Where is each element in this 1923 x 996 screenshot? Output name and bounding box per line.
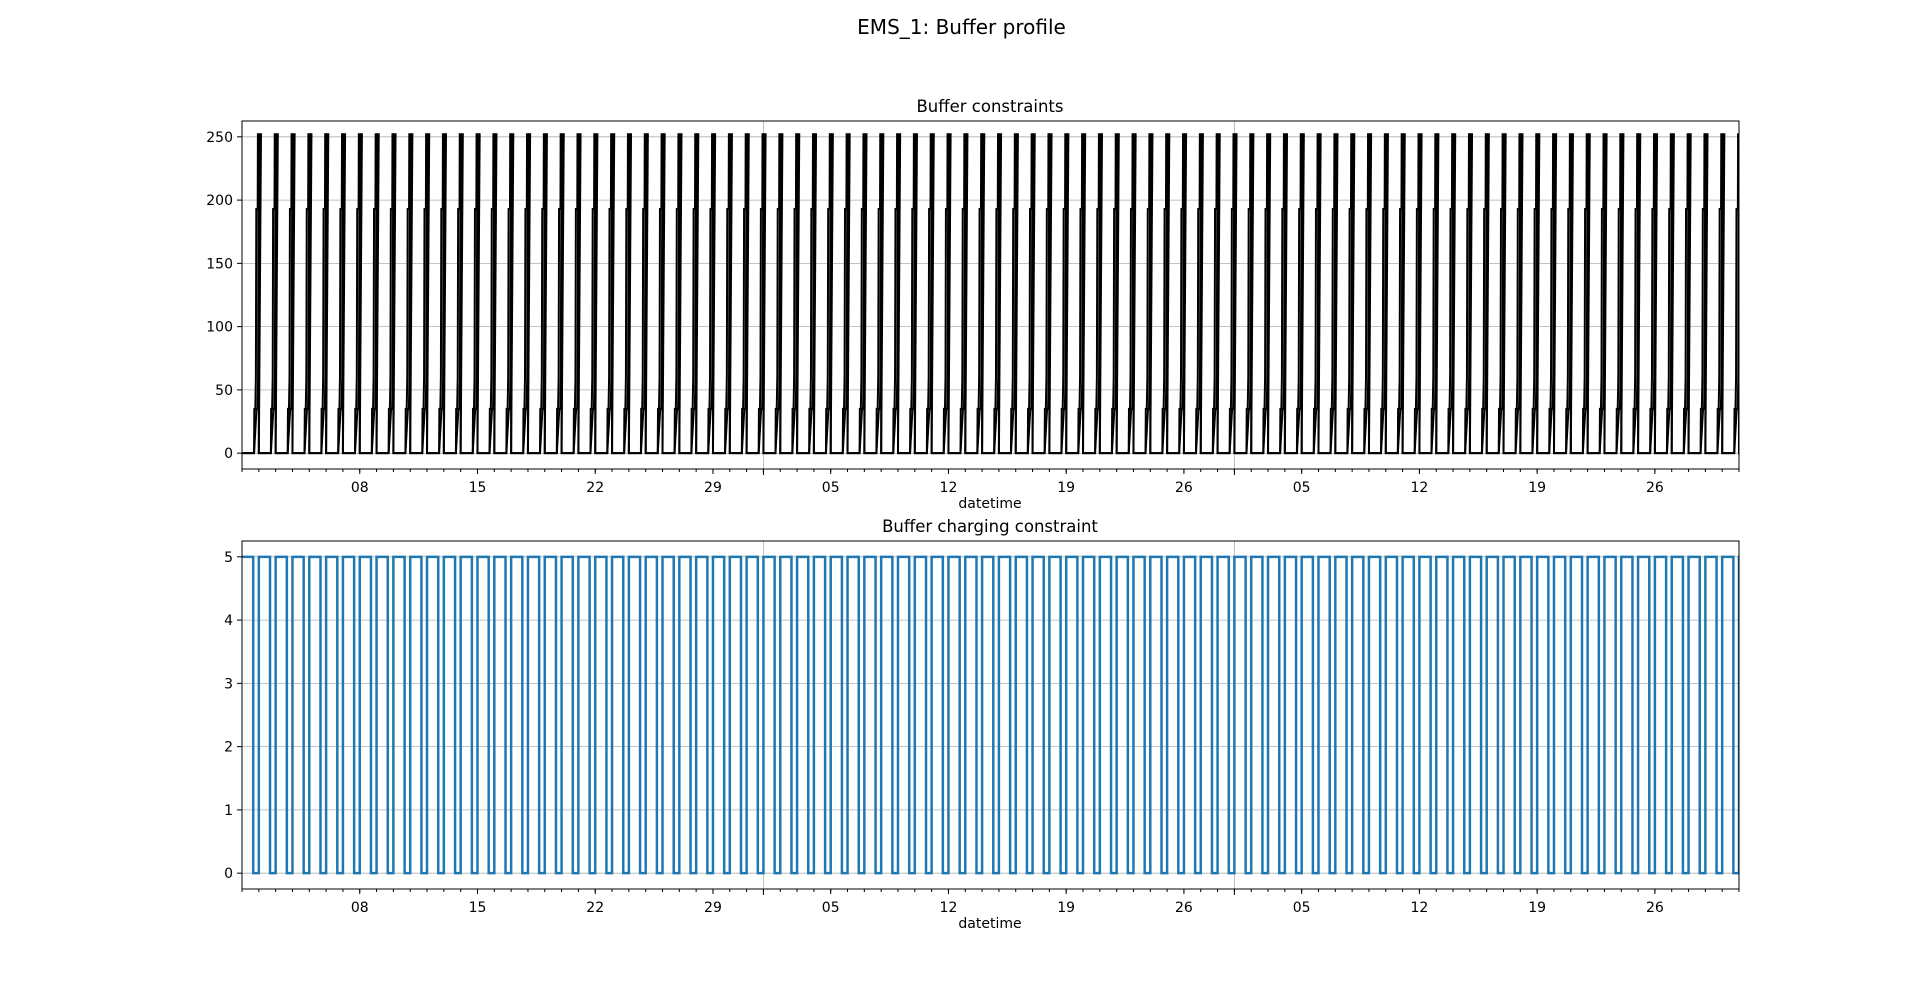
- x-tick-label: 08: [351, 900, 369, 916]
- y-tick-label: 250: [206, 130, 233, 146]
- x-tick-label: 26: [1646, 900, 1664, 916]
- x-tick-label: 05: [1293, 480, 1311, 496]
- x-tick-label: 05: [822, 900, 840, 916]
- y-tick-label: 0: [224, 446, 233, 462]
- x-tick-label: 12: [1411, 480, 1429, 496]
- buffer-constraints-title: Buffer constraints: [916, 97, 1063, 116]
- x-tick-label: 08: [351, 480, 369, 496]
- y-tick-label: 200: [206, 193, 233, 209]
- x-tick-label: 22: [586, 900, 604, 916]
- x-tick-label: 19: [1528, 480, 1546, 496]
- buffer-charging-x-axis-label: datetime: [958, 916, 1021, 932]
- buffer-constraints-frame: [241, 120, 1740, 470]
- x-tick-label: 15: [469, 480, 487, 496]
- x-tick-label: 12: [1411, 900, 1429, 916]
- buffer-charging-line: [242, 555, 1739, 875]
- y-tick-label: 100: [206, 320, 233, 336]
- buffer-constraints-series: [242, 133, 1739, 455]
- x-tick-label: 12: [940, 480, 958, 496]
- y-tick-label: 4: [224, 613, 233, 629]
- buffer-charging-y-ticks: 0 1 2 3 4 5: [224, 550, 242, 882]
- x-tick-label: 19: [1057, 900, 1075, 916]
- x-tick-label: 22: [586, 480, 604, 496]
- y-tick-label: 150: [206, 256, 233, 272]
- y-tick-label: 0: [224, 866, 233, 882]
- figure-title: EMS_1: Buffer profile: [857, 15, 1066, 39]
- y-tick-label: 2: [224, 740, 233, 756]
- x-tick-label: 29: [704, 480, 722, 496]
- x-tick-label: 26: [1175, 900, 1193, 916]
- x-tick-label: 26: [1175, 480, 1193, 496]
- buffer-constraints-x-axis-label: datetime: [958, 496, 1021, 512]
- x-tick-label: 12: [940, 900, 958, 916]
- buffer-charging-series: [242, 555, 1739, 875]
- x-tick-label: 19: [1528, 900, 1546, 916]
- x-tick-label: 15: [469, 900, 487, 916]
- buffer-constraints-y-ticks: 0 50 100 150 200 250: [206, 130, 242, 462]
- x-tick-label: 05: [1293, 900, 1311, 916]
- y-tick-label: 1: [224, 803, 233, 819]
- buffer-constraints-x-ticks: 08 15 22 29 05 12 19 26 05 12 19 26: [241, 469, 1740, 496]
- x-tick-label: 29: [704, 900, 722, 916]
- buffer-charging-x-ticks: 08 15 22 29 05 12 19 26 05 12 19 26: [241, 889, 1740, 916]
- y-tick-label: 3: [224, 676, 233, 692]
- buffer-charging-title: Buffer charging constraint: [882, 517, 1098, 536]
- buffer-constraints-grid: [242, 121, 1739, 469]
- x-tick-label: 26: [1646, 480, 1664, 496]
- x-tick-label: 05: [822, 480, 840, 496]
- buffer-constraint-line-2: [242, 133, 1739, 455]
- y-tick-label: 50: [215, 383, 233, 399]
- x-tick-label: 19: [1057, 480, 1075, 496]
- y-tick-label: 5: [224, 550, 233, 566]
- buffer-charging-frame: [241, 540, 1740, 890]
